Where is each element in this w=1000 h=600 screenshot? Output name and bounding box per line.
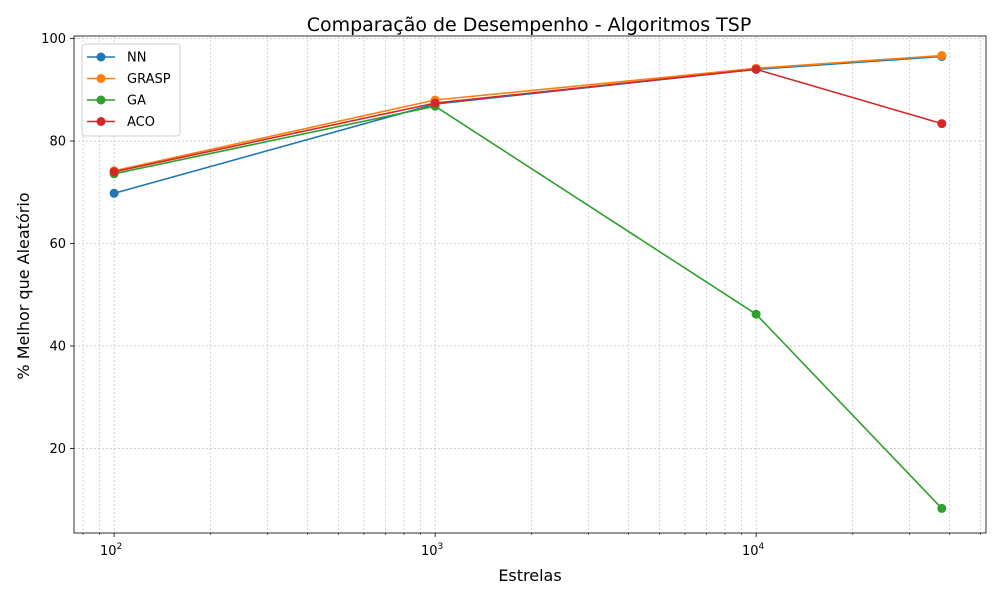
legend-swatch-marker-ga: [96, 95, 106, 105]
legend-swatch-marker-aco: [96, 117, 106, 126]
y-axis-title: % Melhor que Aleatório: [14, 192, 33, 379]
legend-swatch-marker-nn: [96, 52, 106, 62]
series-group: [109, 51, 947, 513]
legend-box: [81, 43, 181, 137]
legend-swatch-marker-grasp: [96, 74, 106, 83]
axes: 102 103 104 20 40 60 80 100: [41, 32, 987, 559]
legend-label-ga: GA: [127, 94, 146, 109]
legend-label-nn: NN: [127, 51, 146, 66]
y-tick-label: 20: [49, 442, 66, 457]
plot-frame: [73, 35, 987, 534]
x-axis-title: Estrelas: [498, 566, 561, 585]
y-tick-label: 100: [41, 32, 66, 47]
x-tick-label: 103: [421, 542, 443, 559]
data-point-aco: [937, 119, 947, 129]
chart-title: Comparação de Desempenho - Algoritmos TS…: [307, 14, 752, 36]
data-point-aco: [430, 98, 440, 108]
legend-label-aco: ACO: [127, 115, 155, 130]
data-point-nn: [109, 188, 119, 198]
series-line-ga: [113, 105, 943, 509]
x-tick-label: 102: [100, 542, 122, 559]
y-tick-label: 40: [49, 339, 66, 354]
data-point-aco: [109, 167, 119, 177]
legend: NN GRASP GA ACO: [81, 43, 181, 137]
x-tick-label: 104: [742, 542, 765, 559]
y-tick-label: 60: [49, 237, 66, 252]
series-line-grasp: [113, 54, 942, 172]
data-point-ga: [937, 503, 947, 513]
data-point-ga: [751, 309, 761, 319]
legend-label-grasp: GRASP: [127, 72, 171, 87]
series-line-aco: [113, 68, 943, 173]
grid: [74, 36, 986, 533]
data-point-grasp: [937, 51, 947, 60]
y-tick-label: 80: [49, 135, 66, 150]
data-point-aco: [751, 64, 761, 74]
